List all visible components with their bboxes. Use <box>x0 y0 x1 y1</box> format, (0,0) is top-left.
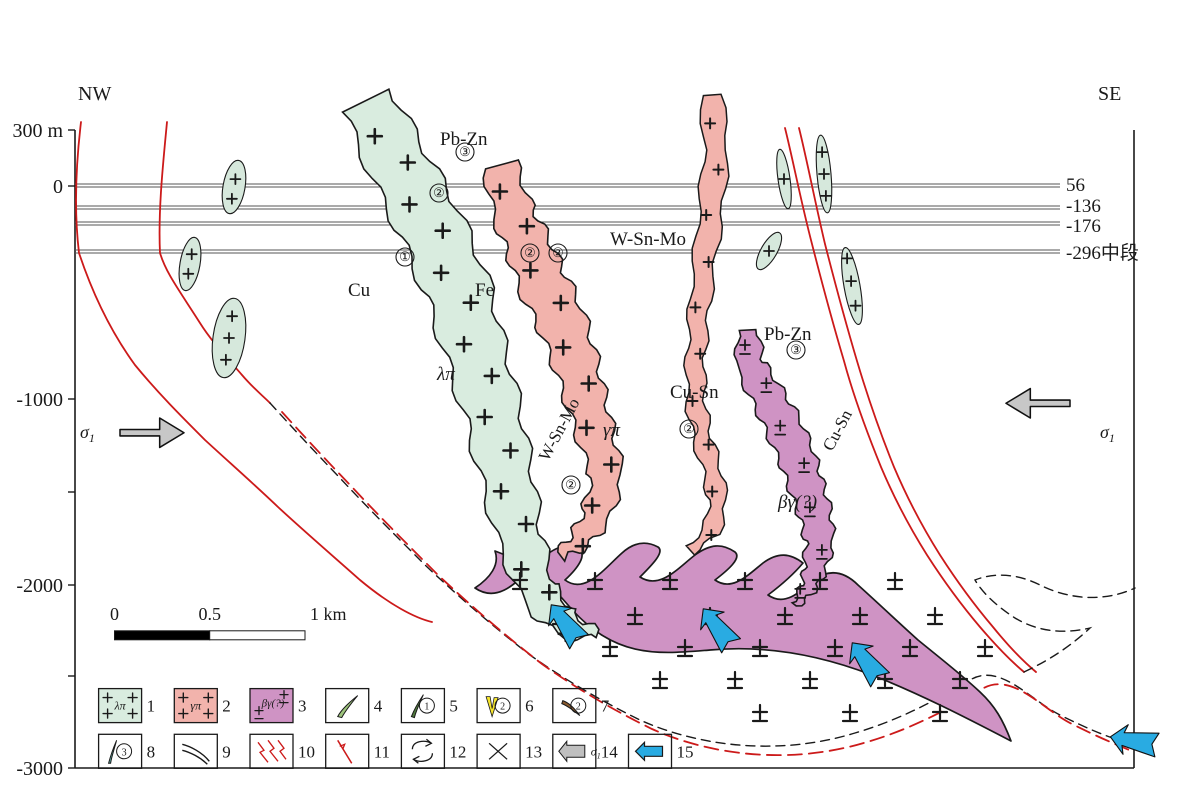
svg-text:4: 4 <box>374 697 383 716</box>
svg-text:6: 6 <box>525 697 534 716</box>
svg-text:0: 0 <box>53 176 63 198</box>
svg-text:Fe: Fe <box>475 280 494 301</box>
svg-text:②: ② <box>565 477 577 492</box>
svg-text:-176: -176 <box>1066 216 1101 237</box>
svg-text:14: 14 <box>601 742 619 761</box>
svg-text:Cu: Cu <box>348 280 371 301</box>
svg-text:③: ③ <box>790 342 802 357</box>
svg-text:βγ(?): βγ(?) <box>777 492 817 513</box>
svg-text:2: 2 <box>576 702 581 713</box>
svg-text:2: 2 <box>222 697 231 716</box>
svg-text:γπ: γπ <box>603 420 620 441</box>
svg-text:1: 1 <box>147 697 156 716</box>
svg-text:13: 13 <box>525 742 542 761</box>
svg-text:1: 1 <box>424 702 429 713</box>
svg-text:-296中段: -296中段 <box>1066 242 1139 264</box>
svg-text:11: 11 <box>374 742 390 761</box>
svg-text:γπ: γπ <box>190 699 202 713</box>
svg-text:9: 9 <box>222 742 231 761</box>
svg-text:0.5: 0.5 <box>198 604 221 624</box>
svg-text:56: 56 <box>1066 175 1085 196</box>
svg-text:W-Sn-Mo: W-Sn-Mo <box>610 229 686 250</box>
svg-text:3: 3 <box>298 697 307 716</box>
svg-text:-3000: -3000 <box>16 758 63 780</box>
svg-text:12: 12 <box>449 742 466 761</box>
svg-text:NW: NW <box>78 83 111 105</box>
svg-text:βγ(?): βγ(?) <box>261 698 285 710</box>
svg-text:-136: -136 <box>1066 196 1101 217</box>
svg-text:1 km: 1 km <box>310 604 347 624</box>
svg-text:Pb-Zn: Pb-Zn <box>764 324 812 345</box>
svg-text:②: ② <box>524 245 536 260</box>
svg-text:300 m: 300 m <box>12 120 63 142</box>
svg-text:8: 8 <box>147 742 156 761</box>
svg-text:10: 10 <box>298 742 315 761</box>
svg-text:②: ② <box>683 421 695 436</box>
svg-text:③: ③ <box>459 144 471 159</box>
svg-text:①: ① <box>399 249 411 264</box>
svg-text:5: 5 <box>449 697 458 716</box>
svg-text:②: ② <box>552 245 564 260</box>
svg-text:②: ② <box>433 185 445 200</box>
svg-text:0: 0 <box>110 604 119 624</box>
svg-text:15: 15 <box>677 742 694 761</box>
svg-text:SE: SE <box>1098 83 1121 105</box>
svg-text:-1000: -1000 <box>16 389 63 411</box>
svg-text:Cu-Sn: Cu-Sn <box>670 382 719 403</box>
svg-text:-2000: -2000 <box>16 575 63 597</box>
svg-text:λπ: λπ <box>113 699 126 713</box>
svg-text:3: 3 <box>122 747 127 758</box>
svg-text:2: 2 <box>500 702 505 713</box>
svg-text:λπ: λπ <box>436 364 455 385</box>
svg-text:7: 7 <box>601 697 610 716</box>
